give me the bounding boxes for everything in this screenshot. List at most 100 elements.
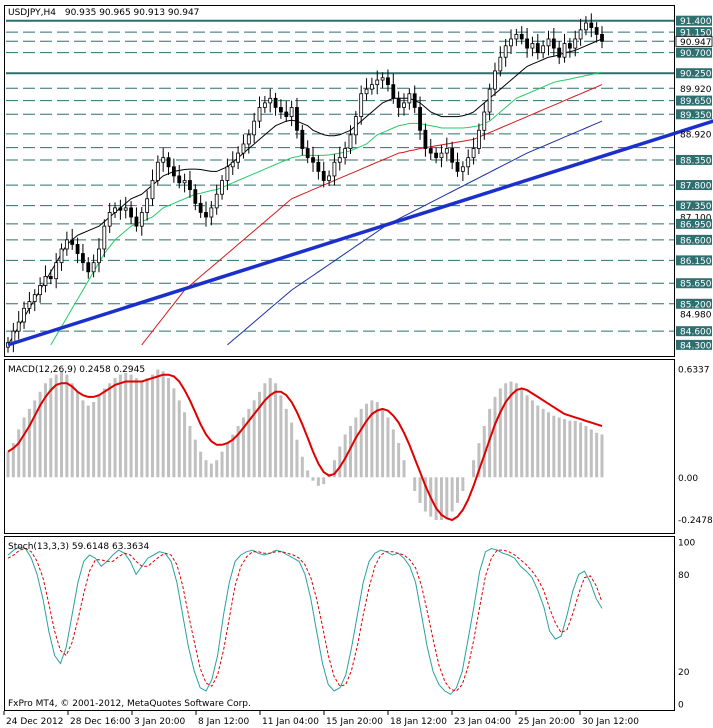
candle-body xyxy=(514,33,519,40)
candle-body xyxy=(380,77,385,81)
candle-body xyxy=(257,107,262,122)
candle-body xyxy=(27,301,32,309)
price-axis-label: 89.350 xyxy=(680,111,712,121)
candle-body xyxy=(225,166,230,181)
candle-body xyxy=(113,207,117,213)
candle-body xyxy=(236,152,241,163)
stochastic-indicator xyxy=(7,546,603,695)
candle-body xyxy=(118,207,123,211)
price-axis-label: 87.100 xyxy=(680,214,712,224)
candle-body xyxy=(589,22,594,28)
candle-body xyxy=(64,239,69,250)
candle-body xyxy=(573,38,578,49)
ma-line-0 xyxy=(7,38,603,346)
price-label-box xyxy=(676,218,712,229)
candle-body xyxy=(123,207,128,211)
price-label-box xyxy=(676,326,712,337)
candle-body xyxy=(359,93,364,117)
candle-body xyxy=(434,152,439,159)
price-axis-label: 86.950 xyxy=(680,220,712,230)
price-axis-label: 86.150 xyxy=(680,257,712,267)
candle-body xyxy=(70,239,75,245)
ma-line-3 xyxy=(227,120,603,346)
candle-body xyxy=(487,88,492,113)
candle-body xyxy=(81,253,85,264)
candle-body xyxy=(241,143,246,154)
time-axis-label: 3 Jan 20:00 xyxy=(134,717,186,727)
price-label-box xyxy=(676,15,712,26)
price-axis-label: 85.200 xyxy=(680,300,712,310)
candle-body xyxy=(139,212,144,227)
candle-body xyxy=(289,107,294,117)
candle-body xyxy=(460,166,465,172)
price-label-box xyxy=(676,255,712,266)
stoch-panel-frame xyxy=(4,536,675,711)
candle-body xyxy=(519,33,524,40)
stoch-title: Stoch(13,3,3) 59.6148 63.3634 xyxy=(8,542,149,552)
candle-body xyxy=(391,84,396,99)
macd-axis: 0.6337 0.00 -0.2478 xyxy=(678,365,713,526)
candle-body xyxy=(594,27,599,35)
price-panel-frame xyxy=(4,5,675,357)
candle-body xyxy=(300,129,305,149)
candle-body xyxy=(327,175,331,181)
candle-body xyxy=(16,321,21,332)
candle-body xyxy=(38,285,43,296)
time-axis-label: 25 Jan 20:00 xyxy=(518,717,575,727)
time-axis-label: 11 Jan 04:00 xyxy=(262,717,319,727)
price-axis-label: 91.150 xyxy=(680,29,712,39)
candle-body xyxy=(150,180,155,200)
price-axis-label: 84.980 xyxy=(680,310,712,320)
candle-body xyxy=(311,157,315,163)
candle-body xyxy=(48,275,53,280)
candle-body xyxy=(498,56,503,72)
candle-body xyxy=(423,129,428,149)
candle-body xyxy=(91,262,96,273)
macd-axis-label: -0.2478 xyxy=(678,516,713,526)
candle-body xyxy=(32,294,37,302)
candle-body xyxy=(546,38,551,47)
candle-body xyxy=(129,207,133,218)
candle-body xyxy=(209,207,214,218)
candle-body xyxy=(59,248,64,264)
price-axis-label: 84.300 xyxy=(680,341,712,351)
candle-body xyxy=(102,225,107,250)
candle-body xyxy=(407,93,412,104)
candle-body xyxy=(75,244,80,254)
price-axis-label: 87.350 xyxy=(680,202,712,212)
candle-body xyxy=(337,157,342,163)
candlesticks xyxy=(6,13,604,353)
candle-body xyxy=(369,84,374,90)
candle-body xyxy=(567,43,572,49)
time-axis: 24 Dec 2012 28 Dec 16:00 3 Jan 20:00 8 Jan … xyxy=(3,711,639,727)
macd-signal-line xyxy=(7,373,603,522)
candle-body xyxy=(97,248,101,264)
stoch-axis-label: 100 xyxy=(678,539,695,549)
candle-body xyxy=(220,180,224,195)
price-axis-label: 85.650 xyxy=(680,280,712,290)
candle-body xyxy=(562,43,567,58)
candle-body xyxy=(578,29,583,40)
candle-body xyxy=(557,47,562,58)
candle-body xyxy=(439,152,444,159)
candle-body xyxy=(198,202,203,213)
candle-body xyxy=(284,111,289,117)
price-label-box xyxy=(676,109,712,120)
symbol-timeframe: USDJPY,H4 xyxy=(8,8,56,18)
macd-title: MACD(12,26,9) 0.2458 0.2945 xyxy=(8,365,145,375)
candle-body xyxy=(171,166,176,177)
candle-body xyxy=(214,193,219,209)
trend-line xyxy=(7,119,713,347)
candle-body xyxy=(246,134,251,145)
candle-body xyxy=(418,107,422,131)
candle-body xyxy=(477,129,481,149)
macd-axis-label: 0.6337 xyxy=(678,365,710,375)
candle-body xyxy=(43,275,48,286)
price-axis-label: 89.920 xyxy=(680,85,712,95)
price-axis-label: 90.947 xyxy=(680,38,712,48)
candle-body xyxy=(252,120,257,136)
candle-body xyxy=(134,216,139,227)
candle-body xyxy=(279,107,283,113)
candle-body xyxy=(155,161,160,181)
